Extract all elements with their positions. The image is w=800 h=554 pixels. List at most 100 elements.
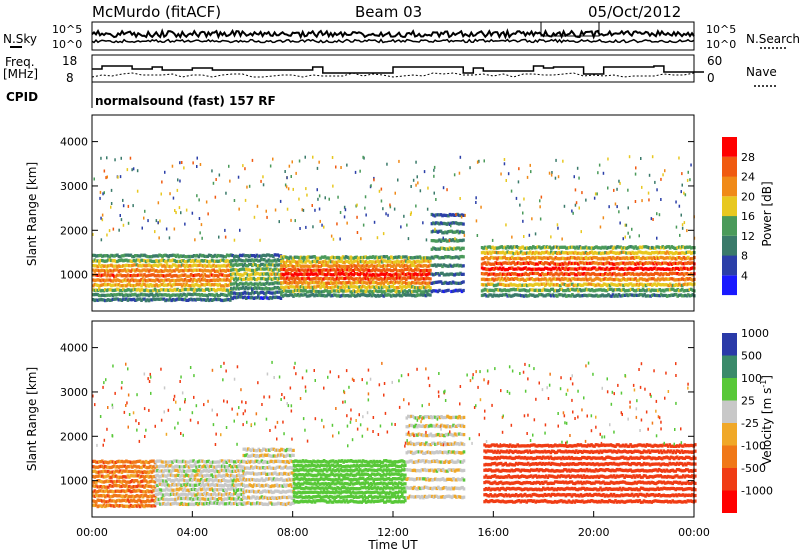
colorbar-tick-label: 16 <box>741 210 755 223</box>
power-cell <box>201 264 205 268</box>
power-scatter-cell <box>393 207 396 211</box>
power-cell <box>430 272 434 276</box>
power-scatter-cell <box>619 181 621 185</box>
power-cell <box>530 283 534 287</box>
power-cell <box>510 261 514 265</box>
power-cell <box>225 288 229 292</box>
power-cell <box>108 298 112 302</box>
velocity-cell <box>96 505 100 509</box>
power-cell <box>334 277 337 281</box>
power-cell <box>212 268 215 272</box>
power-cell <box>359 286 363 290</box>
power-cell <box>629 277 633 281</box>
power-scatter-cell <box>409 213 412 216</box>
power-cell <box>451 238 455 242</box>
power-scatter-cell <box>105 176 107 180</box>
velocity-cell <box>105 460 109 464</box>
power-cell <box>691 251 695 255</box>
power-scatter-cell <box>147 219 149 223</box>
power-cell <box>610 287 613 291</box>
y-tick-label: 2000 <box>60 224 88 237</box>
power-cell <box>302 277 306 281</box>
power-cell <box>442 221 446 225</box>
power-cell <box>515 250 518 254</box>
power-cell <box>284 260 288 265</box>
power-cell <box>665 294 669 298</box>
power-scatter-cell <box>110 205 112 209</box>
power-cell <box>525 256 529 260</box>
power-cell <box>420 277 423 281</box>
power-cell <box>284 269 288 273</box>
velocity-cell <box>117 479 121 483</box>
power-cell <box>237 263 241 267</box>
power-cell <box>358 256 361 260</box>
velocity-cell <box>171 474 174 478</box>
power-cell <box>417 255 420 259</box>
velocity-cell <box>166 473 170 477</box>
power-cell <box>429 256 432 260</box>
power-cell <box>529 257 532 261</box>
power-cell <box>379 293 383 297</box>
velocity-cell <box>111 494 115 498</box>
power-cell <box>164 278 167 282</box>
power-scatter-cell <box>415 160 417 164</box>
power-cell <box>108 255 112 259</box>
power-cell <box>280 255 283 259</box>
power-cell <box>616 294 619 298</box>
velocity-cell <box>114 469 118 473</box>
velocity-cell <box>150 495 154 499</box>
velocity-cell <box>114 489 118 493</box>
velocity-cell <box>96 490 100 494</box>
velocity-cell <box>144 479 148 483</box>
velocity-cell <box>119 489 122 494</box>
power-cell <box>266 264 269 268</box>
power-cell <box>457 264 461 268</box>
power-cell <box>227 259 230 263</box>
power-cell <box>569 267 573 271</box>
power-cell <box>102 273 106 277</box>
power-cell <box>173 253 176 257</box>
power-scatter-cell <box>640 157 642 160</box>
power-cell <box>353 285 357 289</box>
power-cell <box>242 259 245 263</box>
power-cell <box>245 281 248 285</box>
power-cell <box>93 293 97 297</box>
power-cell <box>373 276 376 280</box>
power-cell <box>328 256 331 260</box>
power-cell <box>553 273 556 277</box>
power-cell <box>456 255 459 259</box>
power-cell <box>589 293 592 297</box>
velocity-cell <box>137 459 140 463</box>
power-cell <box>165 298 169 302</box>
power-cell <box>426 276 429 280</box>
power-cell <box>610 282 613 286</box>
power-cell <box>462 272 465 276</box>
power-cell <box>638 266 642 270</box>
power-cell <box>532 278 535 282</box>
power-cell <box>399 273 402 277</box>
power-cell <box>387 263 390 267</box>
power-cell <box>302 255 306 259</box>
power-cell <box>370 273 373 277</box>
power-cell <box>319 290 322 294</box>
power-cell <box>617 245 621 249</box>
power-cell <box>504 273 508 277</box>
power-cell <box>263 263 266 267</box>
power-cell <box>635 293 639 297</box>
power-cell <box>218 259 221 263</box>
power-cell <box>684 257 687 261</box>
power-cell <box>393 277 396 281</box>
power-cell <box>362 261 366 265</box>
power-cell <box>350 268 354 272</box>
power-scatter-cell <box>122 198 124 202</box>
power-cell <box>647 261 651 265</box>
power-cell <box>623 272 627 276</box>
power-cell <box>589 277 592 281</box>
power-cell <box>650 257 654 261</box>
power-cell <box>494 250 497 254</box>
power-cell <box>125 274 128 278</box>
power-cell <box>236 263 239 267</box>
power-scatter-cell <box>656 212 658 216</box>
power-cell <box>212 293 215 297</box>
power-cell <box>571 282 574 286</box>
